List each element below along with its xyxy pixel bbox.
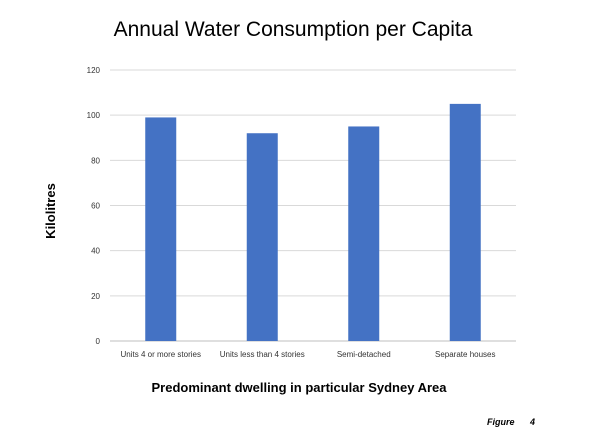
x-category-label: Separate houses xyxy=(435,350,496,359)
bar xyxy=(145,117,177,341)
y-tick-label: 80 xyxy=(91,156,100,165)
bar xyxy=(246,133,278,341)
bar xyxy=(348,126,380,341)
x-axis-label: Predominant dwelling in particular Sydne… xyxy=(152,380,448,395)
y-tick-label: 0 xyxy=(96,337,101,346)
gridlines xyxy=(110,69,516,342)
bars xyxy=(145,103,481,341)
x-axis-categories: Units 4 or more stories Units less than 4… xyxy=(121,350,496,359)
y-tick-label: 40 xyxy=(91,247,100,256)
bar xyxy=(449,103,481,341)
y-tick-label: 60 xyxy=(91,202,100,211)
figure-label: Figure xyxy=(487,417,515,427)
y-tick-label: 120 xyxy=(87,66,101,75)
x-category-label: Semi-detached xyxy=(337,350,391,359)
chart-title: Annual Water Consumption per Capita xyxy=(114,18,473,41)
figure-number: 4 xyxy=(529,417,535,427)
y-axis-ticks: 0 20 40 60 80 100 120 xyxy=(87,66,101,346)
y-tick-label: 100 xyxy=(87,111,101,120)
y-axis-label: Kilolitres xyxy=(43,183,58,239)
y-tick-label: 20 xyxy=(91,292,100,301)
x-category-label: Units 4 or more stories xyxy=(121,350,201,359)
x-category-label: Units less than 4 stories xyxy=(220,350,305,359)
